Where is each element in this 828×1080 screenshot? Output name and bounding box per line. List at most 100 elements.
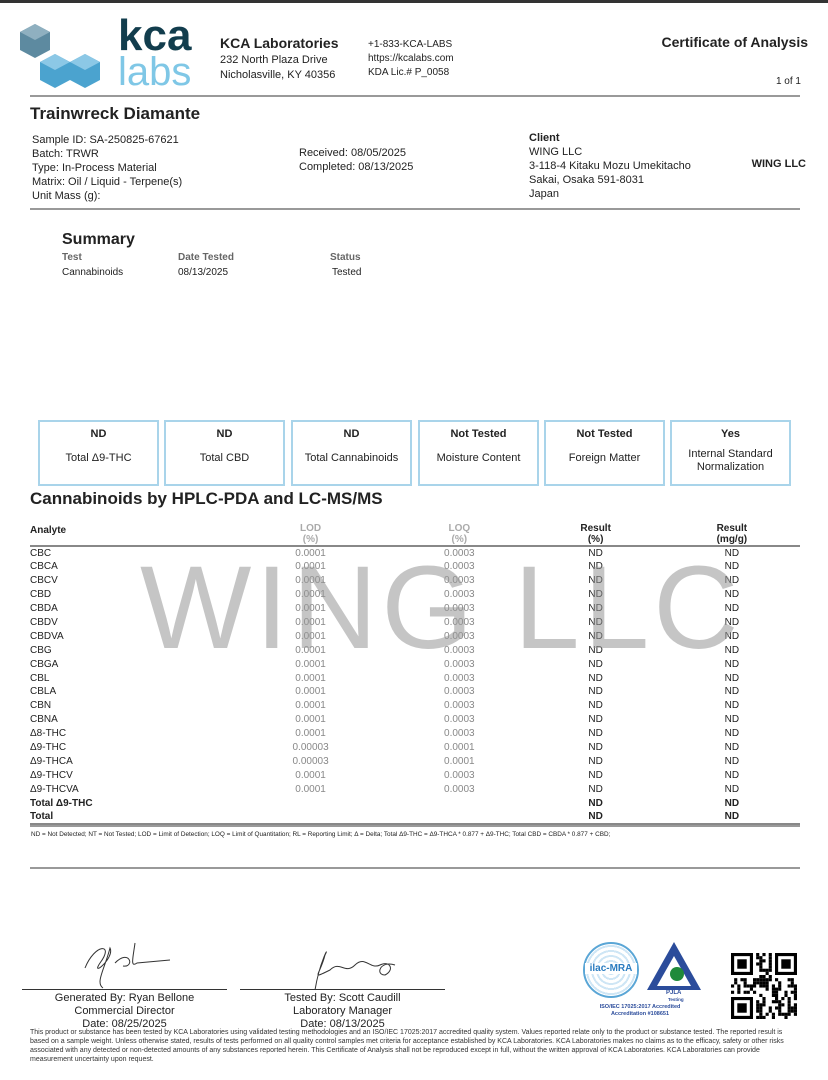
qr-code[interactable]	[731, 953, 797, 1019]
cell-lod: 0.0001	[295, 700, 326, 712]
box-value: ND	[216, 428, 233, 440]
signer-date: Date: 08/25/2025	[82, 1018, 167, 1030]
summary-header-date: Date Tested	[178, 252, 234, 263]
summary-box-total-cbd: ND Total CBD	[164, 420, 285, 486]
cell-result-pct: ND	[588, 603, 603, 615]
signer-2: Tested By: Scott Caudill Laboratory Mana…	[240, 992, 445, 1031]
summary-box-foreign-matter: Not Tested Foreign Matter	[544, 420, 665, 486]
cell-result-mg: ND	[724, 728, 740, 740]
header-lod: LOD (%)	[230, 516, 392, 547]
cell-result-pct: ND	[588, 561, 603, 573]
table-row: CBGA 0.0001 0.0003 ND ND	[30, 657, 800, 671]
cell-loq: 0.0003	[444, 769, 475, 781]
table-row: CBL 0.0001 0.0003 ND ND	[30, 671, 800, 685]
box-label: Moisture Content	[436, 452, 521, 464]
sample-name: Trainwreck Diamante	[30, 104, 201, 123]
cell-analyte: CBL	[30, 672, 50, 684]
lab-website[interactable]: https://kcalabs.com	[368, 53, 454, 64]
cell-result-pct: ND	[588, 755, 603, 767]
summary-box-normalization: Yes Internal Standard Normalization	[670, 420, 791, 486]
table-row: CBCV 0.0001 0.0003 ND ND	[30, 574, 800, 588]
cell-loq: 0.0003	[444, 630, 475, 642]
cell-result-mg: ND	[724, 575, 740, 587]
cell-result-mg: ND	[724, 811, 740, 823]
box-label: Internal Standard Normalization	[688, 448, 773, 473]
signature-ryan-bellone	[75, 938, 175, 998]
table-row: CBCA 0.0001 0.0003 ND ND	[30, 560, 800, 574]
cell-result-pct: ND	[588, 686, 603, 698]
lab-phone: +1-833-KCA-LABS	[368, 39, 453, 50]
abbreviation-legend: ND = Not Detected; NT = Not Tested; LOD …	[31, 831, 611, 838]
header-result-mg: Result (mg/g)	[663, 516, 800, 547]
table-row: CBD 0.0001 0.0003 ND ND	[30, 588, 800, 602]
client-address-2: Sakai, Osaka 591-8031	[529, 174, 644, 186]
cell-result-mg: ND	[724, 769, 740, 781]
table-row: CBDVA 0.0001 0.0003 ND ND	[30, 629, 800, 643]
table-row: Δ9-THCV 0.0001 0.0003 ND ND	[30, 768, 800, 782]
cell-result-mg: ND	[724, 548, 740, 559]
box-label: Total Δ9-THC	[65, 452, 132, 464]
client-badge: WING LLC	[751, 158, 806, 170]
cell-loq: 0.0003	[444, 589, 475, 601]
box-value: ND	[90, 428, 107, 440]
box-value: ND	[343, 428, 360, 440]
cell-analyte: CBDVA	[30, 630, 64, 642]
cell-analyte: Δ9-THC	[30, 742, 67, 754]
table-row: CBC 0.0001 0.0003 ND ND	[30, 546, 800, 560]
cell-lod: 0.0001	[295, 728, 326, 740]
cell-analyte: CBCA	[30, 561, 58, 573]
box-label: Total CBD	[199, 452, 250, 464]
cell-result-mg: ND	[724, 755, 740, 767]
divider	[30, 95, 800, 97]
cell-result-mg: ND	[724, 658, 740, 670]
pjla-label: PJLA	[666, 990, 682, 996]
cell-analyte: Total	[30, 811, 54, 823]
divider	[30, 825, 800, 827]
cell-lod: 0.0001	[295, 603, 326, 615]
cell-analyte: CBC	[30, 548, 52, 559]
cell-loq	[391, 810, 527, 824]
cell-result-mg: ND	[724, 742, 740, 754]
cell-analyte: Δ9-THCA	[30, 755, 73, 767]
signature-scott-caudill	[295, 940, 405, 1000]
cell-result-mg: ND	[724, 797, 740, 809]
client-country: Japan	[529, 188, 559, 200]
header-analyte: Analyte	[30, 516, 230, 547]
cell-lod	[230, 796, 391, 810]
cell-loq	[391, 796, 527, 810]
header-loq: LOQ (%)	[391, 516, 528, 547]
cell-lod: 0.0001	[295, 575, 326, 587]
summary-date: 08/13/2025	[178, 267, 229, 278]
cell-analyte: CBDA	[30, 603, 58, 615]
signer-1: Generated By: Ryan Bellone Commercial Di…	[22, 992, 227, 1031]
client-address-1: 3-118-4 Kitaku Mozu Umekitacho	[529, 160, 691, 172]
page-number: 1 of 1	[775, 76, 801, 87]
cell-loq: 0.0003	[444, 548, 475, 559]
cannabinoids-title: Cannabinoids by HPLC-PDA and LC-MS/MS	[30, 489, 383, 508]
divider	[30, 208, 800, 210]
cell-result-pct: ND	[588, 728, 603, 740]
cell-lod: 0.0001	[295, 630, 326, 642]
cell-result-pct: ND	[588, 714, 603, 726]
cell-result-mg: ND	[724, 700, 740, 712]
cell-loq: 0.0003	[444, 783, 475, 795]
cell-analyte: CBN	[30, 700, 52, 712]
table-row: CBG 0.0001 0.0003 ND ND	[30, 643, 800, 657]
lab-address-1: 232 North Plaza Drive	[220, 54, 328, 66]
cell-lod: 0.0001	[295, 783, 326, 795]
cell-result-pct: ND	[588, 548, 603, 559]
cell-lod: 0.0001	[295, 769, 326, 781]
cell-analyte: Δ9-THCV	[30, 769, 73, 781]
cell-lod: 0.0001	[295, 548, 326, 559]
cell-analyte: CBNA	[30, 714, 58, 726]
cell-analyte: Δ9-THCVA	[30, 783, 79, 795]
box-value: Not Tested	[576, 428, 633, 440]
sample-details: Sample ID: SA-250825-67621 Batch: TRWR T…	[32, 133, 182, 203]
table-row: Δ9-THCVA 0.0001 0.0003 ND ND	[30, 782, 800, 796]
cell-analyte: Δ8-THC	[30, 728, 67, 740]
cell-result-pct: ND	[588, 672, 603, 684]
sample-unit-mass: Unit Mass (g):	[32, 190, 101, 202]
table-row: Δ9-THCA 0.00003 0.0001 ND ND	[30, 754, 800, 768]
received-date: Received: 08/05/2025	[299, 147, 407, 159]
sample-id: Sample ID: SA-250825-67621	[32, 134, 179, 146]
